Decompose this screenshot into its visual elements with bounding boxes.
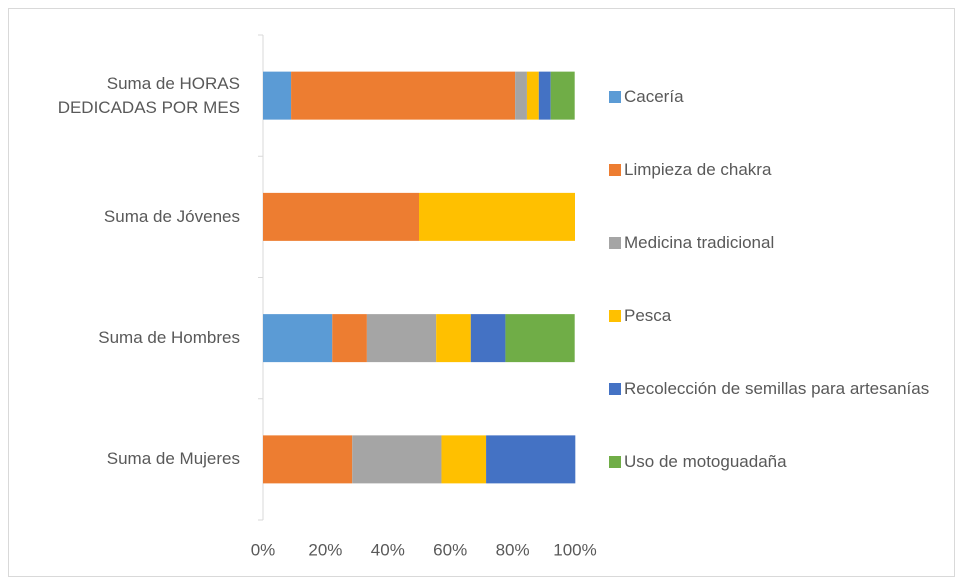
category-label: Suma de Jóvenes [103,206,240,226]
bar-segment [332,314,367,363]
bar-segment [366,314,437,363]
bar-segment [352,435,442,484]
legend-swatch [609,91,621,103]
bar-segment [505,314,575,363]
x-tick-label: 80% [496,540,530,559]
bar-segment [470,314,506,363]
legend-swatch [609,383,621,395]
x-tick-label: 40% [371,540,405,559]
x-tick-label: 20% [308,540,342,559]
bar-segment [486,435,576,484]
bar-segment [515,71,527,120]
legend-label: Uso de motoguadaña [624,452,787,471]
category-label: Suma de Hombres [98,328,240,348]
bar-segment [441,435,487,484]
bar-segment [263,71,292,120]
bar-segment [526,71,539,120]
legend-swatch [609,310,621,322]
legend-swatch [609,237,621,249]
legend-swatch [609,456,621,468]
bar-segment [550,71,575,120]
chart-border [8,8,955,577]
x-tick-label: 100% [553,540,596,559]
bar-segment [436,314,471,363]
legend-label: Recolección de semillas para artesanías [624,379,930,398]
x-tick-label: 0% [251,540,276,559]
legend-label: Limpieza de chakra [624,160,772,179]
bar-segment [538,71,551,120]
bar-segment [263,435,353,484]
bar-segment [419,192,575,241]
legend-label: Pesca [624,306,672,325]
bar-segment [263,192,419,241]
category-label: Suma de HORAS DEDICADAS POR MES [57,73,240,117]
category-label: Suma de Mujeres [106,449,240,469]
bar-segment [263,314,333,363]
x-tick-label: 60% [433,540,467,559]
legend-swatch [609,164,621,176]
legend-label: Cacería [624,87,684,106]
bar-segment [291,71,516,120]
legend-label: Medicina tradicional [624,233,775,252]
